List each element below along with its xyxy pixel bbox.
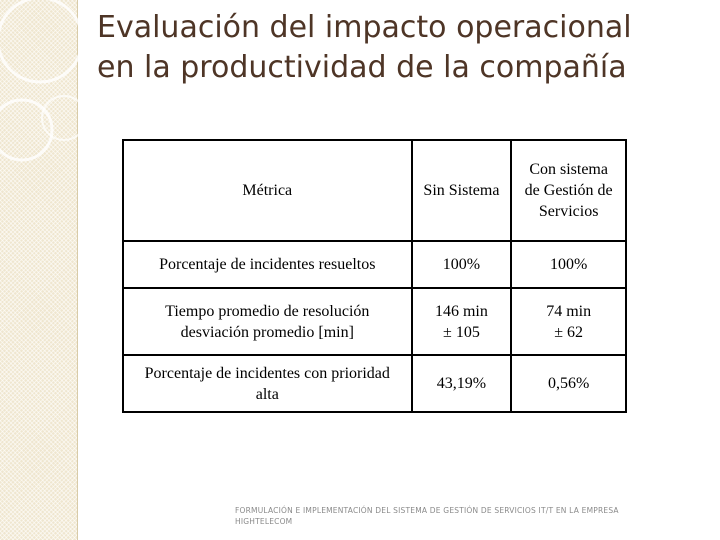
table-cell: Porcentaje de incidentes con prioridad al… [122,354,413,413]
decoration [0,0,87,162]
cell-line: 43,19% [436,375,487,392]
cell-line: desviación promedio [min] [180,323,354,341]
table-row: Tiempo promedio de resolución desviación … [122,287,627,356]
cell-line: 100% [442,256,481,273]
cell-line: alta [255,385,279,403]
footer-line: FORMULACIÓN E IMPLEMENTACIÓN DEL SISTEMA… [235,506,619,515]
cell-line: 0,56% [547,375,590,392]
table-row: Porcentaje de incidentes resueltos 100% 10… [122,240,627,289]
cell-line: Con sistema [529,161,608,178]
cell-line: Servicios [538,203,599,220]
footer: FORMULACIÓN E IMPLEMENTACIÓN DEL SISTEMA… [235,505,619,527]
side-strip [0,0,78,540]
cell-line: Tiempo promedio de resolución [165,302,370,320]
header-cell: Métrica [122,139,413,242]
cell-line: Métrica [242,182,293,199]
slide-title: Evaluación del impacto operacional en la … [97,8,632,88]
table-cell: 146 min ± 105 [410,287,513,356]
table-cell: Porcentaje de incidentes resueltos [122,240,413,289]
table-cell: 43,19% [410,354,513,413]
cell-line: 100% [549,256,588,273]
cell-line: Porcentaje de incidentes con prioridad [144,364,390,382]
header-cell: Sin Sistema [410,139,513,242]
table-row: Porcentaje de incidentes con prioridad al… [122,354,627,413]
cell-line: 74 min [546,302,592,320]
cell-line: Sin Sistema [423,182,500,199]
cell-line: de Gestión de [524,182,613,199]
table-cell: 74 min ± 62 [510,287,627,356]
cell-line: Porcentaje de incidentes resueltos [159,256,376,273]
footer-line: HIGHTELECOM [235,517,293,526]
cell-line: ± 62 [554,323,584,341]
comparison-table: Métrica Sin Sistema Con sistema de Gestión … [122,139,627,413]
table-cell: 100% [510,240,627,289]
cell-line: ± 105 [443,323,480,341]
cell-line: 146 min [434,302,488,320]
header-cell: Con sistema de Gestión de Servicios [510,139,627,242]
title-line: en la productividad de la compañía [97,50,627,85]
table-cell: 0,56% [510,354,627,413]
title-line: Evaluación del impacto operacional [97,10,632,45]
table-cell: Tiempo promedio de resolución desviación … [122,287,413,356]
table-cell: 100% [410,240,513,289]
header-row: Métrica Sin Sistema Con sistema de Gestión … [122,139,627,242]
